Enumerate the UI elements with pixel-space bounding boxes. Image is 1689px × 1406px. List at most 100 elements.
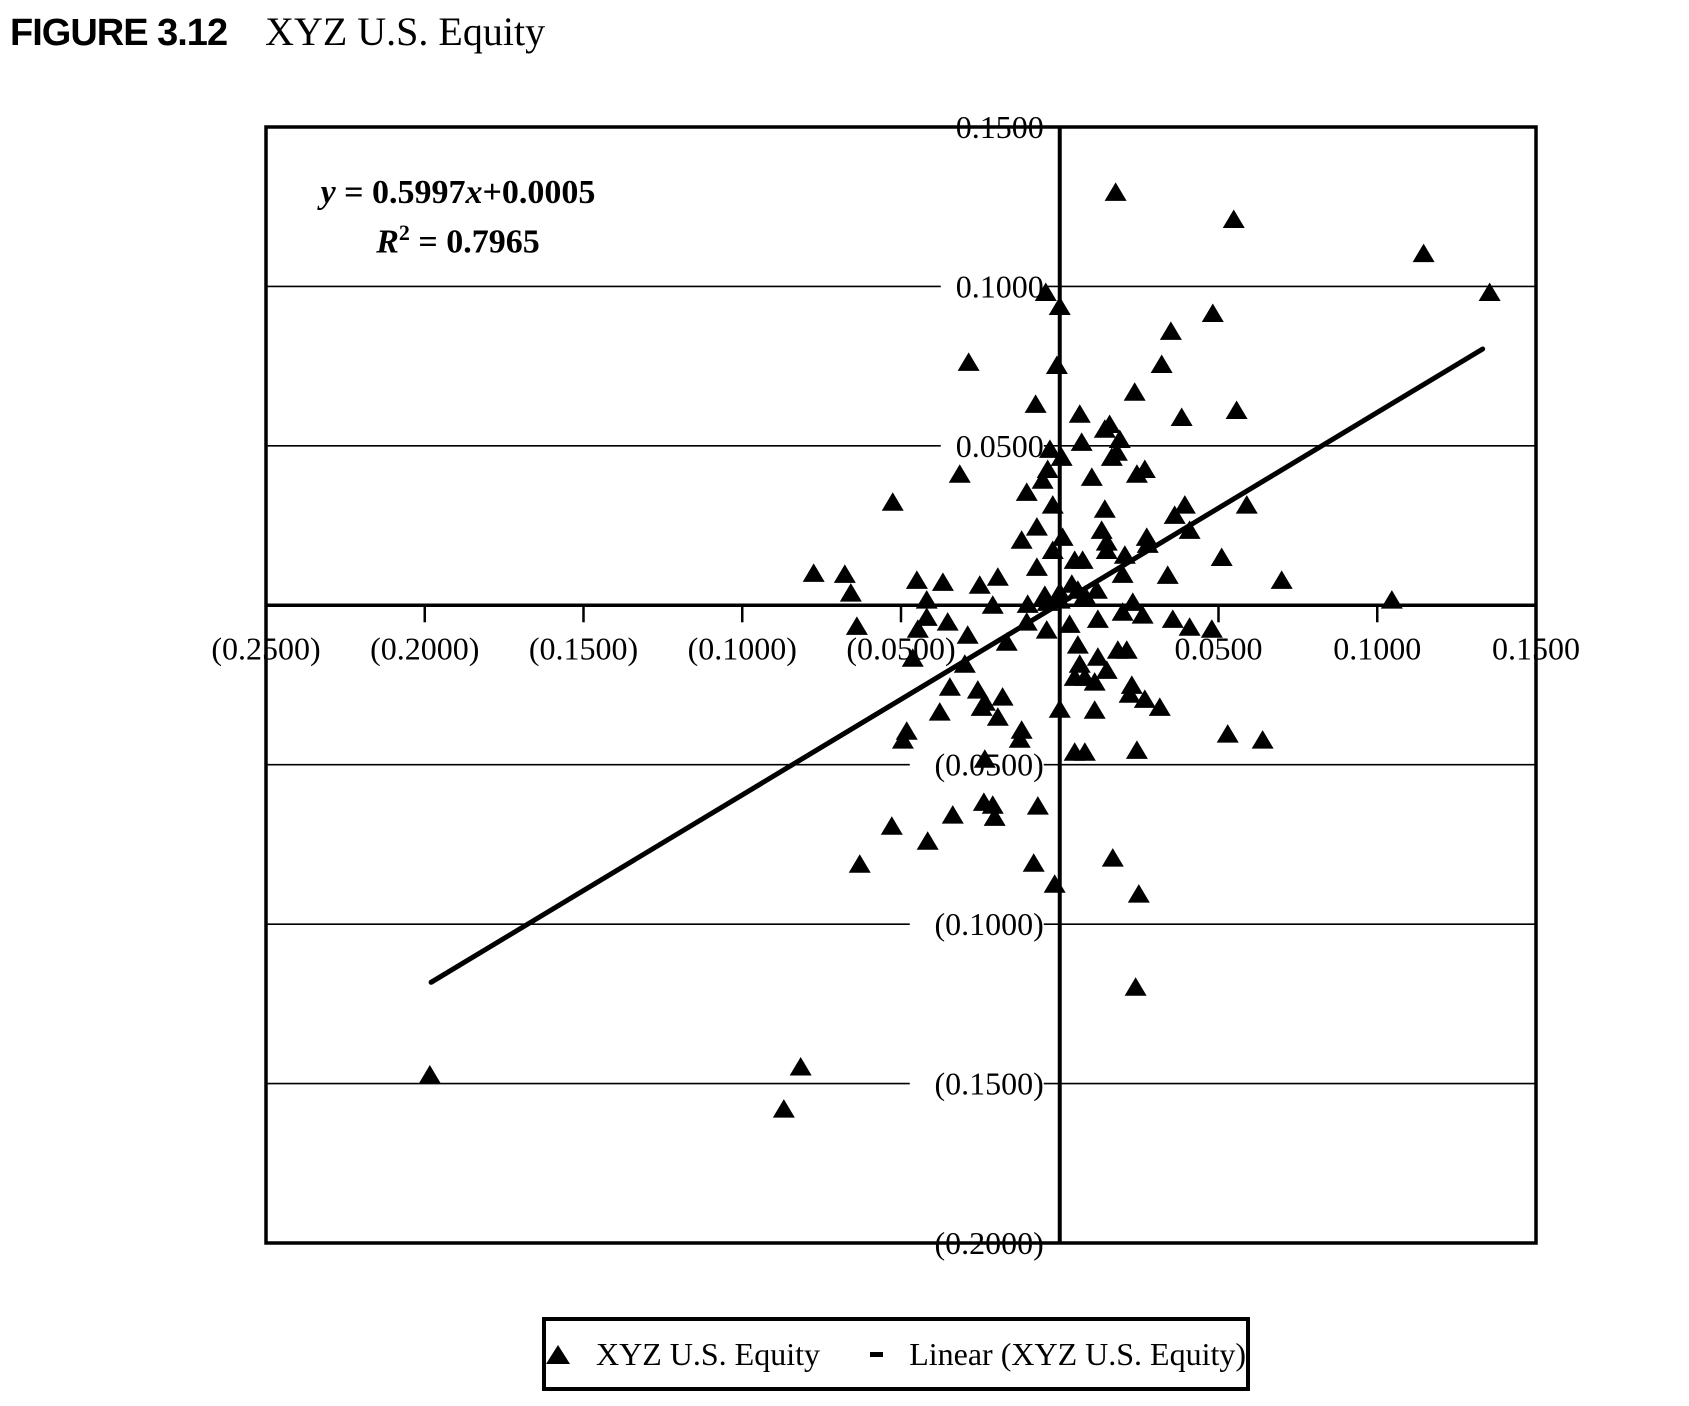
data-point-triangle xyxy=(1070,432,1093,451)
y-tick-label: (0.1000) xyxy=(934,906,1043,942)
data-point-triangle xyxy=(1010,530,1033,549)
data-point-triangle xyxy=(1478,282,1501,301)
data-point-triangle xyxy=(1083,672,1106,691)
data-point-triangle xyxy=(1178,617,1201,636)
regression-equation: y = 0.5997x+0.0005 xyxy=(320,174,596,211)
data-point-triangle xyxy=(957,352,980,371)
data-point-triangle xyxy=(833,564,856,583)
data-point-triangle xyxy=(1008,729,1031,748)
data-point-triangle xyxy=(1086,647,1109,666)
data-point-triangle xyxy=(839,583,862,602)
data-point-triangle xyxy=(1048,296,1071,316)
regression-annotation: y = 0.5997x+0.0005 R2 = 0.7965 xyxy=(258,168,658,267)
figure-title: XYZ U.S. Equity xyxy=(265,9,546,54)
data-point-triangle xyxy=(1235,495,1258,514)
data-point-triangle xyxy=(1170,407,1193,426)
data-point-triangle xyxy=(418,1064,441,1084)
y-tick-label-bg xyxy=(909,905,1044,944)
data-point-triangle xyxy=(1115,640,1138,659)
data-point-triangle xyxy=(1083,700,1106,719)
data-point-triangle xyxy=(1085,580,1108,599)
data-point-triangle xyxy=(1031,470,1054,489)
data-point-triangle xyxy=(1015,482,1038,501)
data-point-triangle xyxy=(1200,619,1223,638)
data-point-triangle xyxy=(1104,182,1127,201)
data-point-triangle xyxy=(1048,699,1071,718)
data-point-triangle xyxy=(1068,654,1091,673)
data-point-triangle xyxy=(970,697,993,716)
data-point-triangle xyxy=(936,612,959,631)
data-point-triangle xyxy=(1225,400,1248,419)
data-point-triangle xyxy=(1270,570,1293,589)
data-point-triangle xyxy=(1038,439,1061,458)
data-point-triangle xyxy=(1111,564,1134,583)
y-tick-label: 0.1000 xyxy=(956,268,1044,304)
data-point-triangle xyxy=(1015,612,1038,631)
data-point-triangle xyxy=(973,749,996,768)
data-point-triangle xyxy=(880,816,903,835)
data-point-triangle xyxy=(983,807,1006,826)
y-tick-label: 0.0500 xyxy=(956,428,1044,464)
legend-series-label: XYZ U.S. Equity xyxy=(596,1335,820,1372)
data-point-triangle xyxy=(948,464,971,483)
data-point-triangle xyxy=(938,677,961,696)
data-point-triangle xyxy=(981,595,1004,614)
x-tick-label: (0.1500) xyxy=(529,630,638,666)
data-point-triangle xyxy=(1026,796,1049,815)
data-point-triangle xyxy=(931,572,954,591)
data-point-triangle xyxy=(1048,590,1071,609)
data-point-triangle xyxy=(1080,467,1103,486)
data-point-triangle xyxy=(1150,354,1173,374)
data-point-triangle xyxy=(1086,609,1109,628)
data-point-triangle xyxy=(1156,565,1179,584)
y-tick-label: (0.1500) xyxy=(934,1066,1043,1102)
data-point-triangle xyxy=(1025,517,1048,536)
data-point-triangle xyxy=(941,805,964,824)
plot-border xyxy=(264,125,1538,1245)
data-point-triangle xyxy=(1022,853,1045,872)
data-point-triangle xyxy=(1148,697,1171,716)
x-tick-label: 0.1000 xyxy=(1333,630,1421,666)
data-point-triangle xyxy=(848,854,871,873)
data-point-triangle xyxy=(1251,730,1274,749)
data-point-triangle xyxy=(1093,499,1116,518)
data-point-triangle xyxy=(891,730,914,749)
x-tick-label: (0.2500) xyxy=(211,630,320,666)
data-point-triangle xyxy=(845,616,868,635)
data-point-triangle xyxy=(1073,742,1096,761)
chart-legend: XYZ U.S. Equity Linear (XYZ U.S. Equity) xyxy=(542,1317,1250,1391)
data-point-triangle xyxy=(1025,557,1048,576)
data-point-triangle xyxy=(968,575,991,594)
data-point-triangle xyxy=(1093,419,1116,438)
data-point-triangle xyxy=(1041,495,1064,514)
data-point-triangle xyxy=(1095,660,1118,679)
data-point-triangle xyxy=(1090,520,1113,539)
data-point-triangle xyxy=(1210,547,1233,566)
data-point-triangle xyxy=(1216,724,1239,743)
data-point-triangle xyxy=(1412,243,1435,263)
data-point-triangle xyxy=(1045,355,1068,375)
data-point-triangle xyxy=(906,619,929,638)
r-squared-value: R2 = 0.7965 xyxy=(376,220,540,261)
data-point-triangle xyxy=(1016,594,1039,613)
data-point-triangle xyxy=(1010,720,1033,739)
data-point-triangle xyxy=(1050,447,1073,466)
data-point-triangle xyxy=(1120,675,1143,694)
data-point-triangle xyxy=(1173,495,1196,514)
x-tick-label: (0.1000) xyxy=(688,630,797,666)
data-point-triangle xyxy=(986,707,1009,726)
data-point-triangle xyxy=(991,687,1014,706)
data-point-triangle xyxy=(1043,874,1066,893)
data-point-triangle xyxy=(916,831,939,850)
data-point-triangle xyxy=(1125,740,1148,759)
data-point-triangle xyxy=(1222,209,1245,228)
y-tick-label-bg xyxy=(940,426,1044,465)
data-point-triangle xyxy=(1113,545,1136,564)
data-point-triangle xyxy=(1121,592,1144,611)
data-point-triangle xyxy=(1051,527,1074,546)
x-tick-label: (0.0500) xyxy=(846,630,955,666)
data-point-triangle xyxy=(915,590,938,609)
figure-header: FIGURE 3.12 XYZ U.S. Equity xyxy=(10,8,545,55)
